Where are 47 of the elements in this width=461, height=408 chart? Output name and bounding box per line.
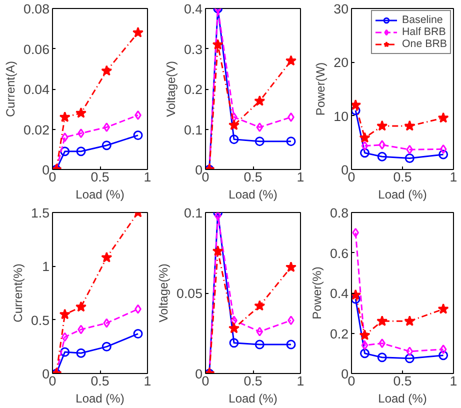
y-tick-label: 20: [334, 55, 349, 70]
y-tick-label: 10: [334, 108, 349, 124]
y-tick-label: 1: [42, 259, 50, 274]
y-tick-label: 0.3: [184, 42, 203, 57]
x-axis-title: Load (%): [76, 392, 124, 406]
x-axis-title: Load (%): [228, 392, 278, 406]
y-axis-title: Current(A): [4, 60, 18, 118]
x-tick-label: 1: [296, 170, 304, 184]
y-tick-label: 0.8: [330, 206, 349, 220]
y-tick-label: 0.05: [176, 286, 203, 301]
x-tick-label: 1: [144, 374, 152, 388]
x-axis-title: Load (%): [378, 188, 427, 202]
y-axis-title: Power(W): [314, 62, 328, 116]
x-tick-label: 0.5: [90, 374, 110, 388]
x-tick-label: 0.5: [393, 170, 412, 184]
y-tick-label: 0.1: [184, 206, 203, 220]
x-tick-label: 1: [450, 374, 458, 388]
x-tick-label: 0.5: [244, 374, 262, 388]
legend-label: Baseline: [402, 14, 443, 26]
x-tick-label: 1: [144, 170, 152, 184]
y-tick-label: 0.4: [184, 2, 204, 16]
x-tick-label: 0.5: [393, 374, 412, 388]
y-axis-title: Voltage(V): [164, 60, 178, 118]
legend-label: One BRB: [402, 38, 447, 50]
x-tick-label: 1: [450, 170, 458, 184]
y-tick-label: 0.02: [24, 122, 50, 138]
x-tick-label: 0.5: [244, 170, 262, 184]
y-axis-title: Power(%): [310, 266, 324, 320]
x-tick-label: 1: [296, 374, 304, 388]
x-axis-title: Load (%): [76, 188, 124, 202]
y-tick-label: 0.5: [30, 312, 50, 328]
legend-label: Half BRB: [402, 26, 446, 38]
y-axis-title: Current(%): [10, 264, 25, 322]
x-axis-title: Load (%): [228, 188, 278, 202]
y-tick-label: 0.1: [184, 122, 203, 138]
x-tick-label: 0.5: [90, 170, 110, 184]
y-tick-label: 30: [334, 2, 349, 16]
y-tick-label: 0.4: [330, 286, 350, 301]
y-tick-label: 0.06: [24, 42, 50, 57]
y-tick-label: 0.2: [330, 326, 349, 342]
y-tick-label: 0.2: [184, 82, 203, 97]
y-tick-label: 0.08: [24, 2, 50, 16]
y-tick-label: 0.04: [24, 82, 50, 97]
y-axis-title: Voltage(%): [156, 264, 171, 322]
x-axis-title: Load (%): [378, 392, 427, 406]
y-tick-label: 1.5: [30, 206, 50, 220]
y-tick-label: 0.6: [330, 246, 349, 261]
